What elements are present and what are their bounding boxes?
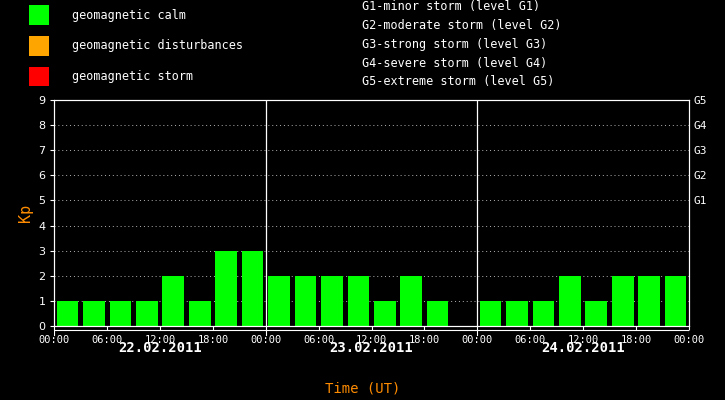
FancyBboxPatch shape (29, 36, 49, 56)
FancyBboxPatch shape (29, 5, 49, 25)
Bar (585, 301, 607, 326)
Bar (136, 301, 158, 326)
Text: 23.02.2011: 23.02.2011 (330, 341, 413, 355)
Bar (480, 301, 502, 326)
Bar (559, 276, 581, 326)
Bar (241, 251, 263, 326)
Text: Time (UT): Time (UT) (325, 382, 400, 396)
Bar (215, 251, 237, 326)
Bar (321, 276, 343, 326)
Text: G5-extreme storm (level G5): G5-extreme storm (level G5) (362, 75, 555, 88)
Bar (347, 276, 369, 326)
Bar (665, 276, 687, 326)
Bar (57, 301, 78, 326)
Bar (109, 301, 131, 326)
Bar (427, 301, 449, 326)
Bar (162, 276, 184, 326)
Text: 22.02.2011: 22.02.2011 (118, 341, 202, 355)
Bar (506, 301, 528, 326)
FancyBboxPatch shape (29, 67, 49, 86)
Bar (294, 276, 316, 326)
Text: geomagnetic disturbances: geomagnetic disturbances (72, 39, 244, 52)
Text: G3-strong storm (level G3): G3-strong storm (level G3) (362, 38, 548, 51)
Bar (374, 301, 396, 326)
Text: G4-severe storm (level G4): G4-severe storm (level G4) (362, 56, 548, 70)
Bar (400, 276, 422, 326)
Bar (612, 276, 634, 326)
Bar (189, 301, 210, 326)
Bar (638, 276, 660, 326)
Y-axis label: Kp: Kp (17, 204, 33, 222)
Text: 24.02.2011: 24.02.2011 (541, 341, 625, 355)
Bar (268, 276, 290, 326)
Text: geomagnetic storm: geomagnetic storm (72, 70, 194, 83)
Bar (533, 301, 554, 326)
Text: geomagnetic calm: geomagnetic calm (72, 9, 186, 22)
Bar (83, 301, 105, 326)
Text: G1-minor storm (level G1): G1-minor storm (level G1) (362, 0, 541, 13)
Text: G2-moderate storm (level G2): G2-moderate storm (level G2) (362, 19, 562, 32)
